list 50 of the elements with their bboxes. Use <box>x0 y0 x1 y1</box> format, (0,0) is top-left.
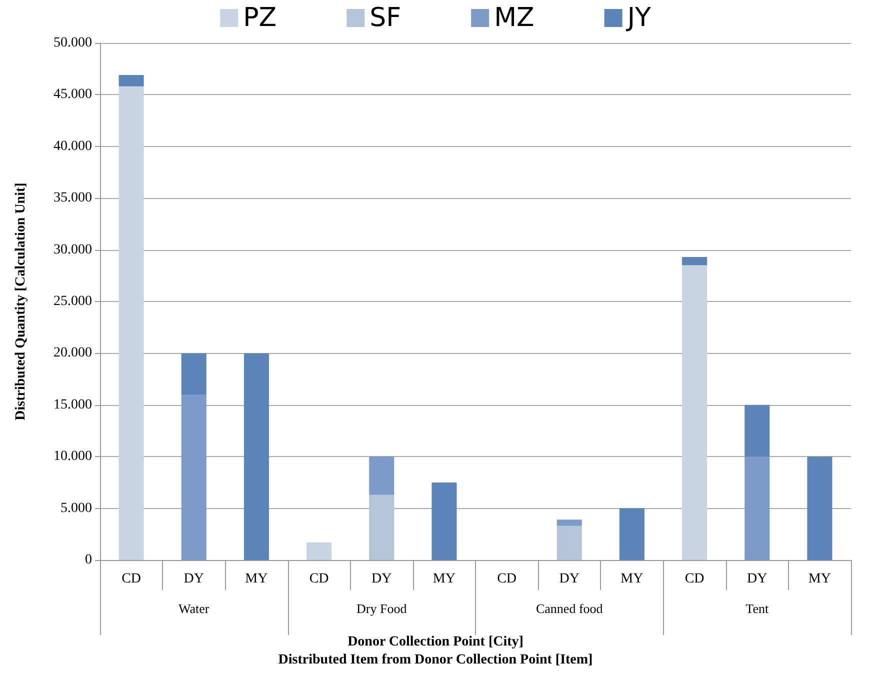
y-tick-label: 30.000 <box>54 242 92 258</box>
x-tick-label: MY <box>620 572 644 586</box>
x-axis-title: Donor Collection Point [City] Distributed Item from Donor Collection Point [Item] <box>278 634 593 668</box>
x-tick-label: DY <box>747 572 768 586</box>
y-tick-label: 5.000 <box>60 500 92 516</box>
bar <box>306 542 332 560</box>
text: Water <box>178 601 210 616</box>
y-tick-label: 45.000 <box>54 87 92 102</box>
y-tick-label: 50.000 <box>54 36 92 50</box>
x-tick-label: DY <box>184 572 204 586</box>
legend-label: PZ <box>243 3 277 33</box>
bar <box>432 482 457 560</box>
y-tick-label: 15.000 <box>54 397 92 412</box>
x-tick-label: CD <box>497 572 517 586</box>
bar <box>744 456 770 560</box>
bar <box>369 456 394 495</box>
bar <box>181 394 206 560</box>
bar <box>682 265 708 560</box>
bar <box>744 404 770 457</box>
x-tick-label: CD <box>309 572 329 586</box>
x-tick-label: DY <box>372 572 392 586</box>
bar <box>556 520 582 526</box>
x-tick-label: CD <box>684 572 704 586</box>
y-tick-label: 40.000 <box>54 138 92 154</box>
bar <box>682 257 708 266</box>
bar <box>807 456 832 560</box>
bar <box>619 508 644 560</box>
y-tick-label: 20.000 <box>54 346 92 361</box>
legend-label: MZ <box>494 3 534 33</box>
legend-label: SF <box>370 3 402 33</box>
x-tick-label: CD <box>122 572 142 586</box>
y-tick-label: 10.000 <box>54 449 92 464</box>
x-tick-label: MY <box>808 572 831 586</box>
legend-label: JY <box>625 3 651 33</box>
y-tick-label: 35.000 <box>54 190 92 206</box>
text: Dry Food <box>356 601 408 616</box>
y-tick-label: 0 <box>85 552 92 568</box>
y-axis-title: Distributed Quantity [Calculation Unit] <box>14 182 28 420</box>
bar <box>118 86 144 560</box>
x-tick-label: DY <box>559 572 580 586</box>
bar <box>369 494 394 560</box>
bar <box>244 353 269 560</box>
bar <box>181 353 206 395</box>
bar <box>118 75 144 86</box>
y-tick-label: 25.000 <box>54 294 92 309</box>
x-tick-label: MY <box>432 572 456 586</box>
x-tick-label: MY <box>245 572 268 586</box>
bar <box>556 526 582 560</box>
text: Tent <box>746 601 769 616</box>
text: Canned food <box>536 601 604 616</box>
